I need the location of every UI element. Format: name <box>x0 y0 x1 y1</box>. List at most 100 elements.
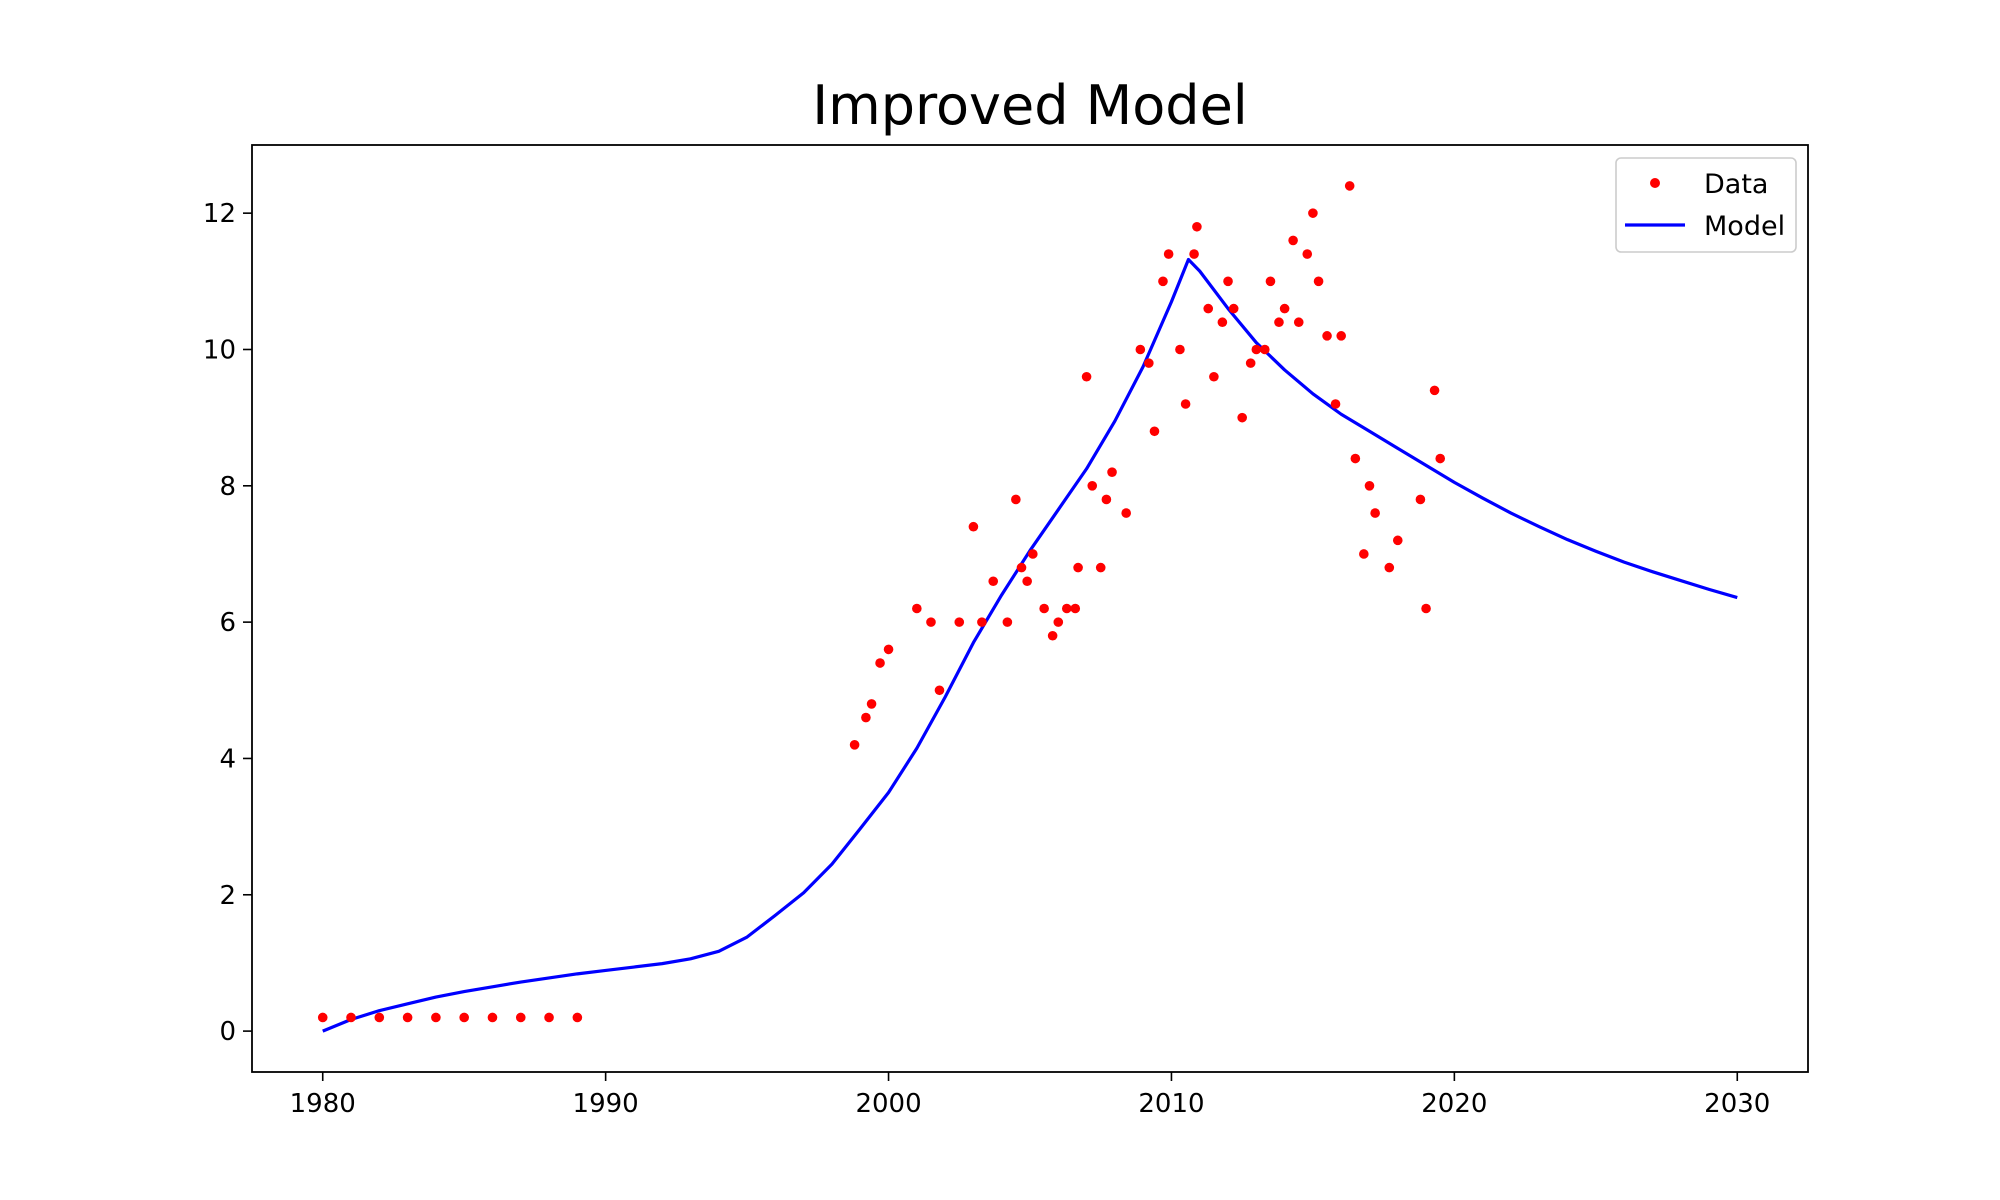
legend-data-marker <box>1650 178 1660 188</box>
data-point <box>1223 276 1233 287</box>
data-point <box>431 1012 441 1023</box>
data-point <box>459 1012 469 1023</box>
data-point <box>1053 617 1064 627</box>
data-point <box>1189 249 1199 259</box>
data-point <box>1245 358 1256 368</box>
data-point <box>1163 249 1174 259</box>
data-point <box>1392 535 1403 546</box>
y-tick-label: 0 <box>219 1017 236 1047</box>
x-tick-label: 2020 <box>1421 1089 1487 1119</box>
data-point <box>849 740 860 750</box>
data-point <box>1180 399 1191 409</box>
data-point <box>1081 371 1092 382</box>
data-point <box>1061 603 1072 614</box>
data-point <box>1144 358 1154 368</box>
data-point <box>1107 467 1117 477</box>
data-point <box>1279 303 1290 314</box>
data-point <box>934 685 945 696</box>
data-point <box>1265 276 1276 287</box>
data-point <box>515 1012 526 1023</box>
y-tick-label: 12 <box>203 199 236 229</box>
data-point <box>1429 385 1440 396</box>
data-point <box>544 1012 554 1023</box>
data-point <box>1203 303 1214 314</box>
data-point <box>346 1012 356 1023</box>
data-point <box>1293 317 1304 328</box>
data-point <box>1016 562 1027 573</box>
legend-data-label: Data <box>1704 169 1768 200</box>
data-point <box>1384 562 1395 573</box>
data-point <box>1260 344 1270 355</box>
data-point <box>1217 317 1228 328</box>
y-tick-label: 6 <box>219 608 236 638</box>
data-point <box>1047 630 1058 641</box>
data-point <box>977 617 987 627</box>
data-point <box>1302 249 1313 259</box>
x-tick-label: 2010 <box>1138 1089 1204 1119</box>
data-point <box>402 1012 413 1023</box>
data-point <box>1330 399 1341 409</box>
data-point <box>1421 603 1431 614</box>
data-point <box>1158 276 1168 287</box>
data-point <box>1313 276 1324 287</box>
data-point <box>1228 303 1239 314</box>
data-point <box>1121 508 1131 518</box>
x-tick-label: 2030 <box>1704 1089 1770 1119</box>
data-point <box>1274 317 1284 328</box>
y-tick-label: 8 <box>219 472 236 502</box>
data-point <box>1011 494 1021 505</box>
data-point <box>1149 426 1160 437</box>
x-tick-label: 1990 <box>573 1089 639 1119</box>
data-point <box>1415 494 1426 505</box>
data-point <box>1192 221 1202 232</box>
data-point <box>988 576 999 587</box>
data-point <box>1087 481 1098 491</box>
plot-frame <box>251 144 1809 1073</box>
data-point <box>866 699 877 709</box>
chart-title: Improved Model <box>812 74 1248 137</box>
data-point <box>1251 344 1262 355</box>
data-point <box>1364 481 1375 491</box>
data-point <box>1308 208 1318 218</box>
y-axis: 0 2 4 6 8 10 12 <box>203 199 252 1047</box>
data-point <box>875 658 885 668</box>
data-point <box>1370 508 1380 518</box>
data-point <box>1073 562 1083 573</box>
data-point <box>317 1012 328 1023</box>
data-point <box>1002 617 1013 627</box>
data-point <box>374 1012 385 1023</box>
y-tick-label: 10 <box>203 335 236 365</box>
y-tick-label: 4 <box>219 744 236 774</box>
data-point <box>1095 562 1106 573</box>
data-point <box>572 1012 583 1023</box>
data-point <box>1039 603 1049 614</box>
data-point <box>926 617 936 627</box>
data-point <box>1359 549 1369 559</box>
data-point <box>1101 494 1112 505</box>
data-point <box>1022 576 1032 587</box>
legend-box <box>1615 157 1797 253</box>
data-point <box>1322 331 1332 341</box>
x-tick-label: 1980 <box>290 1089 356 1119</box>
data-point <box>861 712 871 723</box>
model-line <box>322 257 1738 1033</box>
data-point <box>968 521 979 532</box>
data-point <box>1435 453 1446 464</box>
data-point <box>912 603 922 614</box>
data-point <box>883 644 894 655</box>
data-point <box>1237 412 1247 423</box>
data-point <box>1336 331 1346 341</box>
x-tick-label: 2000 <box>855 1089 921 1119</box>
data-point <box>1288 235 1298 246</box>
plot-area <box>317 181 1738 1033</box>
data-point <box>1135 344 1146 355</box>
y-tick-label: 2 <box>219 881 236 911</box>
data-point <box>1350 453 1361 464</box>
data-point <box>1344 181 1355 191</box>
data-point <box>1028 549 1038 559</box>
legend-model-label: Model <box>1704 211 1785 242</box>
data-point <box>487 1012 498 1023</box>
data-point <box>1209 371 1219 382</box>
x-axis: 1980 1990 2000 2010 2020 2030 <box>290 1072 1770 1119</box>
